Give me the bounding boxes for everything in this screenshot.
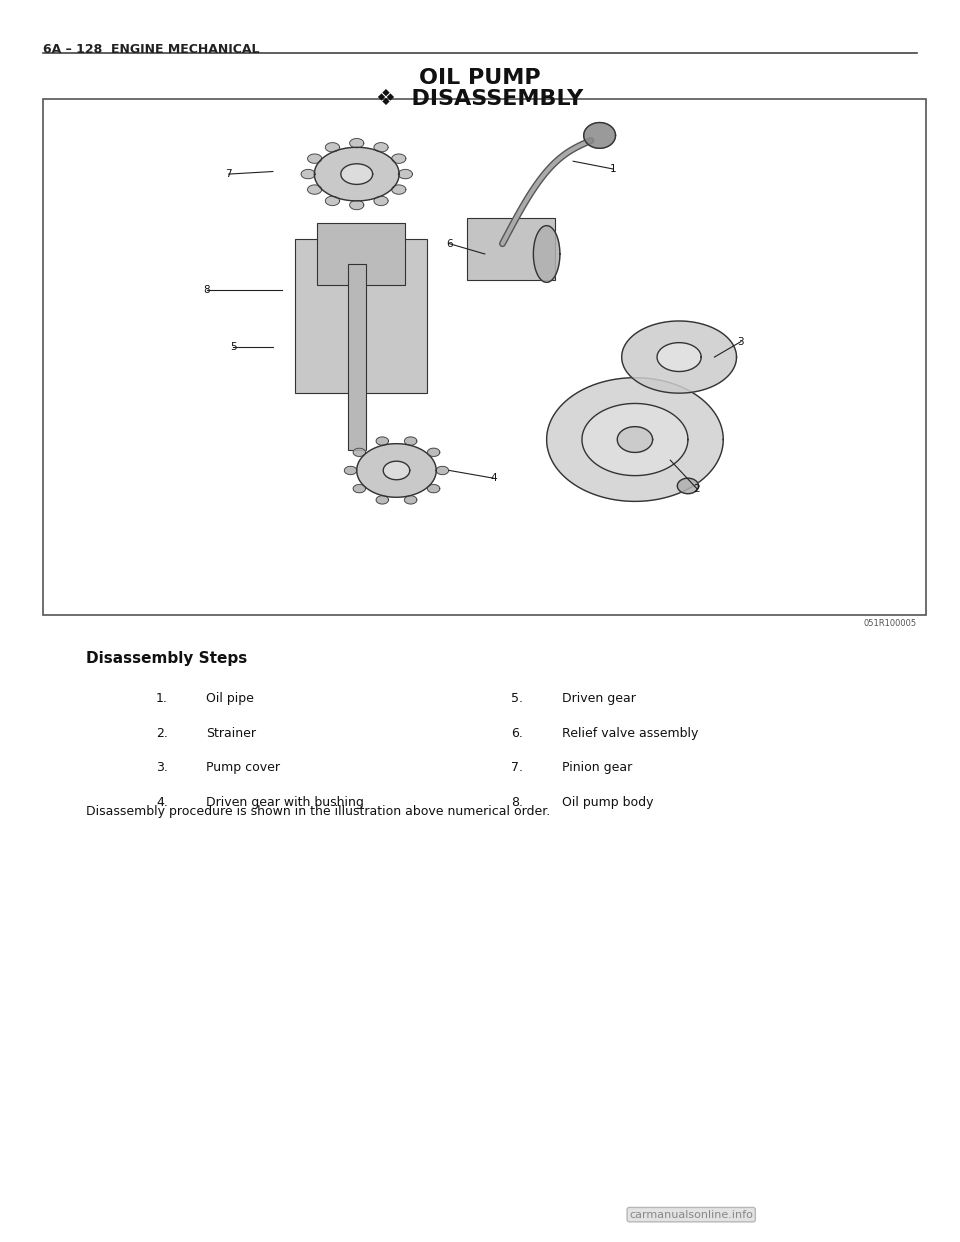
Polygon shape (582, 404, 688, 476)
Polygon shape (427, 484, 440, 493)
Polygon shape (617, 427, 653, 452)
Text: Driven gear: Driven gear (562, 692, 636, 704)
Text: Strainer: Strainer (206, 727, 256, 739)
Polygon shape (301, 169, 315, 179)
Text: 2: 2 (693, 483, 700, 493)
Polygon shape (307, 154, 322, 163)
FancyBboxPatch shape (43, 99, 926, 615)
Polygon shape (584, 123, 615, 148)
Polygon shape (436, 466, 448, 474)
Polygon shape (353, 448, 366, 456)
Polygon shape (622, 320, 736, 394)
Text: ❖  DISASSEMBLY: ❖ DISASSEMBLY (376, 89, 584, 109)
Polygon shape (404, 496, 417, 504)
Polygon shape (307, 185, 322, 194)
Text: carmanualsonline.info: carmanualsonline.info (629, 1210, 754, 1220)
Polygon shape (349, 139, 364, 148)
Polygon shape (374, 196, 388, 205)
Text: 4.: 4. (156, 796, 168, 809)
Polygon shape (357, 443, 436, 497)
Text: Disassembly procedure is shown in the illustration above numerical order.: Disassembly procedure is shown in the il… (86, 805, 551, 817)
Text: Driven gear with bushing: Driven gear with bushing (206, 796, 364, 809)
Bar (317, 224, 405, 284)
Text: 1: 1 (610, 164, 616, 174)
Polygon shape (349, 200, 364, 210)
Polygon shape (427, 448, 440, 456)
Text: 7: 7 (226, 169, 232, 179)
Text: 6A – 128  ENGINE MECHANICAL: 6A – 128 ENGINE MECHANICAL (43, 43, 260, 56)
Polygon shape (314, 148, 399, 201)
Polygon shape (325, 143, 340, 152)
Text: Pump cover: Pump cover (206, 761, 280, 774)
Polygon shape (678, 478, 699, 493)
Text: 8: 8 (204, 286, 210, 296)
Text: Disassembly Steps: Disassembly Steps (86, 651, 248, 666)
Polygon shape (345, 466, 357, 474)
Text: Oil pump body: Oil pump body (562, 796, 653, 809)
Text: 6.: 6. (512, 727, 523, 739)
Polygon shape (383, 461, 410, 479)
Text: Oil pipe: Oil pipe (206, 692, 254, 704)
Bar (468, 217, 556, 279)
Bar (348, 265, 366, 450)
Text: 3: 3 (737, 337, 744, 347)
Polygon shape (353, 484, 366, 493)
Polygon shape (376, 437, 389, 445)
Text: OIL PUMP: OIL PUMP (420, 68, 540, 88)
Text: 2.: 2. (156, 727, 168, 739)
Text: 5: 5 (229, 342, 236, 351)
Text: 5.: 5. (512, 692, 523, 704)
Text: 051R100005: 051R100005 (864, 619, 917, 627)
Polygon shape (374, 143, 388, 152)
Polygon shape (376, 496, 389, 504)
Text: 1.: 1. (156, 692, 168, 704)
Polygon shape (392, 185, 406, 194)
Polygon shape (398, 169, 413, 179)
Polygon shape (404, 437, 417, 445)
Text: Relief valve assembly: Relief valve assembly (562, 727, 698, 739)
Polygon shape (534, 226, 560, 282)
Polygon shape (546, 378, 723, 502)
Bar (295, 238, 427, 394)
Text: 8.: 8. (512, 796, 523, 809)
Text: 7.: 7. (512, 761, 523, 774)
Polygon shape (657, 343, 701, 371)
Polygon shape (325, 196, 340, 205)
Text: 6: 6 (446, 238, 453, 248)
Polygon shape (341, 164, 372, 184)
Text: Pinion gear: Pinion gear (562, 761, 632, 774)
Text: 4: 4 (491, 473, 497, 483)
Polygon shape (392, 154, 406, 163)
Text: 3.: 3. (156, 761, 168, 774)
